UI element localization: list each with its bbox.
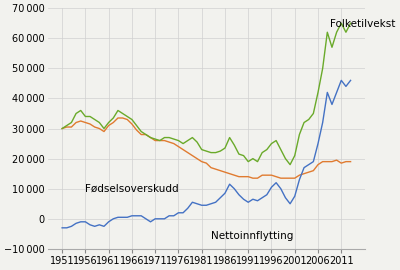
Text: Nettoinnflytting: Nettoinnflytting	[211, 231, 293, 241]
Text: Fødselsoverskudd: Fødselsoverskudd	[85, 183, 179, 193]
Text: Folketilvekst: Folketilvekst	[330, 19, 395, 29]
